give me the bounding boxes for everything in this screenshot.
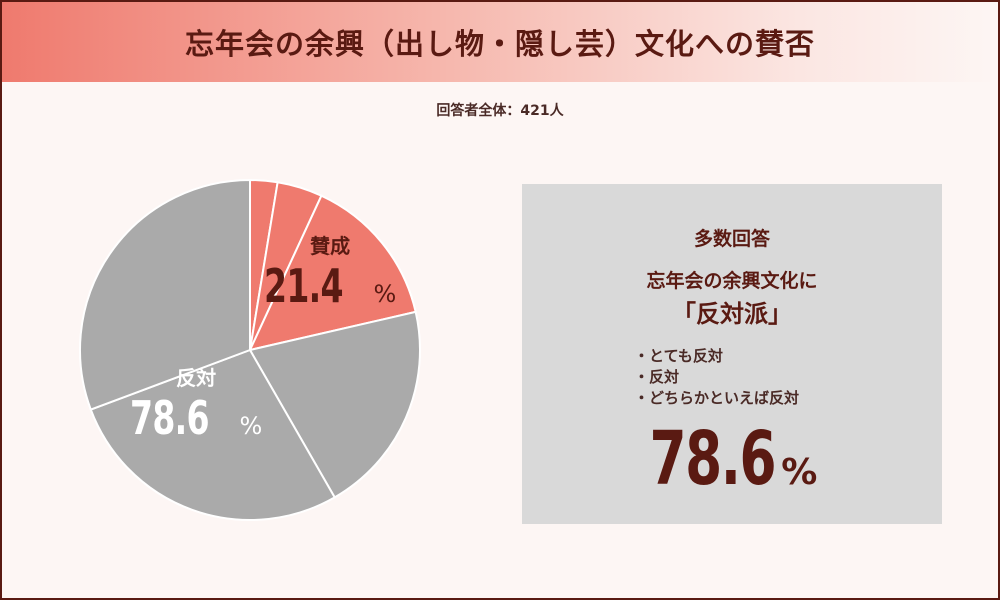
oppose-label-value: 78.6: [130, 391, 210, 445]
panel-big-unit: %: [781, 452, 818, 493]
panel-big-percentage: 78.6 %: [522, 416, 942, 502]
favor-label-value: 21.4: [264, 259, 344, 313]
pie-slice-oppose-3: [79, 178, 251, 411]
oppose-label-unit: %: [239, 412, 263, 440]
panel-answer-list: とても反対 反対 どちらかといえば反対: [634, 346, 799, 409]
title-bar: 忘年会の余興（出し物・隠し芸）文化への賛否: [2, 2, 998, 82]
oppose-label: 反対 78.6 %: [130, 362, 262, 445]
panel-majority-label: 「反対派」: [672, 300, 792, 328]
favor-label: 賛成 21.4 %: [264, 230, 396, 313]
summary-panel: 多数回答 忘年会の余興文化に 「反対派」 とても反対 反対 どちらかといえば反対…: [522, 184, 942, 524]
pie-slice-oppose-1: [248, 310, 421, 499]
oppose-label-name: 反対: [176, 366, 217, 390]
pie-slice-oppose-2: [89, 348, 337, 521]
pie-slice-favor-3: [248, 194, 417, 352]
panel-subheading: 忘年会の余興文化に: [646, 270, 818, 292]
panel-heading: 多数回答: [693, 228, 770, 250]
chart-title: 忘年会の余興（出し物・隠し芸）文化への賛否: [184, 27, 815, 61]
favor-label-name: 賛成: [310, 234, 351, 258]
respondent-count: 回答者全体：421人: [436, 103, 564, 119]
list-item: とても反対: [634, 346, 799, 367]
panel-big-value: 78.6: [649, 416, 776, 502]
list-item: 反対: [634, 367, 799, 388]
list-item: どちらかといえば反対: [634, 388, 799, 409]
favor-label-unit: %: [373, 280, 397, 308]
